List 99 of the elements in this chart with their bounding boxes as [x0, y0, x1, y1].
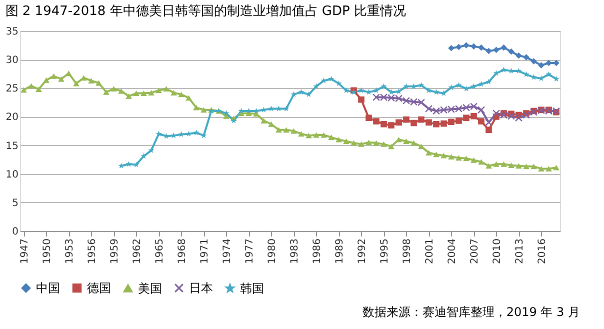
x-tick-label: 1968	[176, 238, 188, 264]
x-tick-label: 2016	[536, 238, 548, 264]
point	[508, 48, 514, 55]
point	[403, 83, 410, 89]
point	[486, 78, 492, 84]
point	[470, 112, 477, 120]
legend-label: 日本	[189, 281, 213, 296]
legend-label: 美国	[138, 281, 162, 296]
point	[328, 76, 334, 82]
point	[133, 162, 140, 168]
point	[343, 87, 350, 93]
x-tick-label: 1998	[402, 238, 413, 264]
point	[140, 152, 147, 159]
legend-label: 中国	[36, 281, 60, 296]
point	[456, 82, 462, 88]
y-tick-label: 25	[6, 84, 18, 95]
point	[553, 60, 560, 66]
point	[500, 66, 507, 72]
x-tick-label: 2004	[446, 238, 458, 264]
point	[380, 120, 387, 128]
point	[366, 114, 372, 122]
point	[276, 106, 282, 112]
x-tick-label: 1956	[86, 238, 98, 264]
x-tick-label: 2013	[514, 238, 526, 264]
point	[418, 116, 424, 123]
point	[553, 76, 560, 82]
y-tick-label: 35	[6, 26, 18, 38]
point	[148, 147, 154, 153]
y-tick-label: 0	[12, 226, 18, 238]
point	[546, 71, 552, 77]
x-tick-label: 1965	[154, 238, 166, 264]
x-tick-label: 1977	[244, 238, 256, 264]
y-tick-label: 10	[6, 169, 18, 180]
point	[396, 119, 402, 126]
point	[418, 82, 424, 88]
point	[313, 83, 320, 89]
point	[388, 122, 394, 128]
point	[426, 119, 432, 126]
point	[298, 88, 304, 95]
x-tick-label: 1980	[266, 238, 278, 264]
point	[477, 106, 486, 114]
x-tick-label: 1986	[312, 238, 323, 264]
source-note: 数据来源：赛迪智库整理，2019 年 3 月	[362, 305, 580, 319]
point	[426, 87, 432, 93]
point	[156, 130, 162, 136]
x-tick-label: 1992	[356, 238, 368, 264]
y-tick-label: 15	[6, 140, 18, 152]
point	[358, 96, 364, 103]
x-tick-label: 1953	[64, 238, 76, 264]
point	[463, 114, 470, 122]
point	[448, 44, 454, 52]
point	[268, 106, 274, 112]
point	[283, 106, 290, 112]
point	[440, 120, 447, 127]
point	[448, 118, 454, 126]
point	[470, 43, 477, 50]
x-tick-label: 1959	[109, 238, 120, 264]
point	[486, 48, 492, 54]
legend-label: 韩国	[240, 281, 264, 296]
point	[523, 54, 530, 60]
x-tick-label: 1995	[379, 238, 390, 264]
x-tick-label: 1962	[132, 238, 143, 264]
chart-title: 图 2 1947-2018 年中德美日韩等国的制造业增加值占 GDP 比重情况	[5, 3, 406, 19]
point	[516, 52, 522, 59]
point	[463, 42, 470, 48]
x-tick-label: 1950	[42, 238, 53, 264]
point	[433, 120, 440, 128]
x-tick-label: 1974	[222, 238, 233, 264]
point	[530, 58, 537, 64]
x-tick-label: 2007	[469, 238, 480, 264]
y-tick-label: 20	[6, 112, 18, 124]
x-tick-label: 1947	[19, 238, 30, 264]
y-tick-label: 5	[12, 198, 18, 209]
point	[403, 116, 410, 123]
point	[193, 130, 200, 136]
point	[396, 88, 402, 94]
point	[456, 44, 462, 50]
x-tick-label: 2010	[492, 238, 503, 264]
legend-label: 德国	[87, 281, 111, 296]
point	[538, 62, 544, 68]
point	[478, 44, 484, 51]
point	[373, 118, 380, 124]
point	[126, 160, 132, 167]
point	[380, 83, 387, 89]
point	[484, 118, 493, 126]
point	[500, 44, 507, 51]
point	[486, 126, 492, 134]
x-tick-label: 1971	[199, 238, 210, 264]
point	[478, 118, 484, 124]
point	[546, 60, 552, 66]
x-tick-label: 1989	[334, 238, 346, 264]
x-tick-label: 2001	[424, 238, 436, 264]
x-tick-label: 1983	[289, 238, 300, 264]
point	[336, 80, 342, 86]
point	[358, 87, 364, 93]
point	[456, 118, 462, 124]
point	[410, 120, 417, 126]
point	[493, 46, 500, 54]
y-tick-label: 30	[6, 55, 18, 66]
